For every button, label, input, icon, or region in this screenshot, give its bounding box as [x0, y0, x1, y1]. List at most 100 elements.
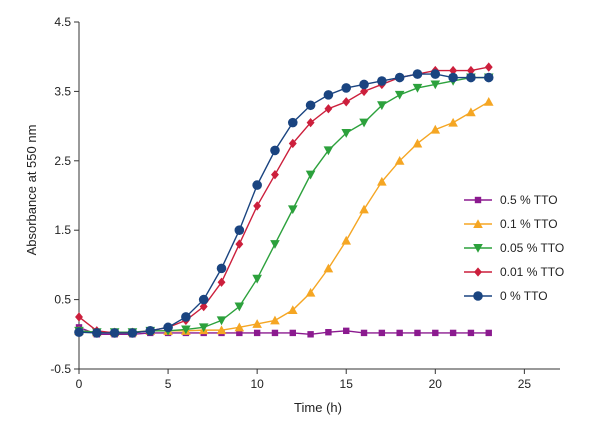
data-point: [394, 72, 405, 83]
data-point: [341, 129, 352, 138]
y-tick-label: 1.5: [54, 223, 71, 237]
series-0-tto: [74, 69, 494, 338]
data-point: [253, 329, 261, 337]
data-point: [473, 219, 483, 228]
data-point: [288, 138, 297, 149]
series-line: [78, 66, 489, 334]
data-point: [198, 294, 209, 305]
data-point: [473, 291, 483, 301]
y-tick-label: -0.5: [50, 362, 71, 376]
data-point: [287, 305, 298, 315]
data-point: [74, 327, 84, 338]
x-tick-label: 20: [429, 377, 443, 391]
data-point: [378, 329, 386, 337]
data-point: [359, 204, 369, 214]
data-point: [236, 329, 243, 337]
x-tick-label: 15: [340, 377, 354, 391]
legend-label: 0.5 % TTO: [500, 193, 558, 207]
data-point: [163, 322, 173, 333]
data-point: [287, 117, 298, 128]
data-point: [483, 72, 494, 83]
plot-area: [74, 62, 494, 338]
data-point: [253, 201, 262, 211]
data-point: [199, 301, 208, 312]
y-tick-label: 2.5: [54, 154, 71, 168]
data-point: [234, 302, 245, 312]
data-point: [394, 90, 405, 100]
data-point: [341, 235, 352, 245]
data-point: [483, 97, 494, 106]
data-point: [145, 326, 156, 336]
data-point: [252, 180, 262, 190]
data-point: [412, 138, 423, 148]
data-point: [323, 90, 334, 100]
data-point: [271, 170, 279, 180]
data-point: [474, 267, 482, 277]
data-point: [474, 196, 482, 204]
data-point: [484, 62, 493, 72]
data-point: [252, 274, 262, 284]
data-point: [305, 170, 316, 180]
x-tick-label: 10: [250, 377, 264, 391]
data-point: [448, 117, 458, 127]
data-point: [271, 329, 279, 337]
legend-label: 0.05 % TTO: [500, 241, 564, 255]
data-point: [485, 329, 492, 337]
data-point: [216, 325, 227, 335]
data-point: [359, 118, 369, 128]
x-tick-label: 25: [518, 377, 532, 391]
data-point: [341, 83, 352, 93]
data-point: [216, 316, 227, 326]
data-point: [270, 315, 280, 325]
x-axis-label: Time (h): [294, 400, 342, 415]
axes: -0.5 0.5 1.5 2.5 3.5 4.5 0 5 10 15 20 25: [50, 15, 560, 391]
data-point: [234, 322, 245, 332]
data-point: [448, 72, 458, 83]
data-point: [216, 263, 227, 274]
data-point: [323, 146, 334, 156]
legend-label: 0 % TTO: [500, 289, 548, 303]
data-point: [467, 329, 475, 337]
data-point: [343, 327, 350, 335]
data-point: [414, 329, 421, 337]
data-point: [377, 176, 387, 186]
legend-label: 0.01 % TTO: [500, 265, 564, 279]
data-point: [377, 101, 387, 111]
data-point: [270, 145, 280, 156]
data-point: [449, 65, 458, 76]
y-tick-label: 0.5: [54, 293, 71, 307]
data-point: [430, 69, 441, 79]
data-point: [92, 328, 102, 338]
data-point: [360, 86, 368, 97]
data-point: [396, 329, 403, 337]
series-0-5-tto: [75, 324, 492, 338]
data-point: [270, 240, 280, 249]
series-0-1-tto: [74, 97, 494, 337]
data-point: [430, 124, 441, 134]
data-point: [325, 329, 332, 336]
data-point: [307, 331, 314, 338]
data-point: [377, 76, 387, 86]
data-point: [473, 244, 483, 253]
series-0-05-tto: [74, 73, 494, 338]
data-point: [412, 69, 423, 79]
y-tick-label: 3.5: [54, 84, 71, 98]
data-point: [75, 312, 83, 322]
data-point: [466, 65, 475, 76]
data-point: [305, 100, 316, 111]
data-point: [235, 239, 244, 249]
data-point: [234, 225, 245, 235]
series-line: [78, 76, 489, 333]
data-point: [359, 79, 369, 90]
series-0-01-tto: [75, 62, 493, 338]
data-point: [181, 312, 191, 322]
data-point: [466, 107, 476, 117]
data-point: [306, 117, 315, 128]
data-point: [430, 80, 441, 90]
data-point: [449, 329, 457, 337]
data-point: [342, 97, 351, 107]
data-point: [324, 104, 333, 114]
x-tick-label: 5: [165, 377, 172, 391]
data-point: [432, 329, 439, 337]
